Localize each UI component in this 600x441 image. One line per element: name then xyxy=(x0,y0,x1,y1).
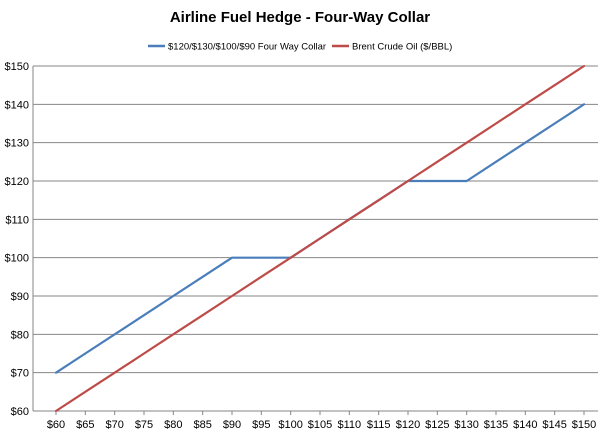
y-tick-label: $110 xyxy=(5,214,29,226)
legend-label-collar: $120/$130/$100/$90 Four Way Collar xyxy=(168,42,326,53)
x-tick-label: $90 xyxy=(223,419,241,431)
x-tick-label: $85 xyxy=(193,419,211,431)
x-tick-label: $145 xyxy=(542,419,566,431)
x-tick-label: $75 xyxy=(135,419,153,431)
y-tick-label: $100 xyxy=(5,253,29,265)
y-tick-label: $90 xyxy=(11,291,29,303)
y-tick-label: $150 xyxy=(5,61,29,73)
x-tick-label: $80 xyxy=(164,419,182,431)
series-layer xyxy=(54,64,586,413)
x-tick-label: $65 xyxy=(76,419,94,431)
y-axis-ticks: $60 $70 $80 $90 $100 $110 $120 $130 $140 $150 xyxy=(5,61,29,418)
y-tick-label: $80 xyxy=(11,329,29,341)
y-tick-label: $130 xyxy=(5,138,29,150)
x-tick-label: $140 xyxy=(513,419,537,431)
x-tick-label: $105 xyxy=(308,419,332,431)
x-tick-label: $150 xyxy=(572,419,596,431)
x-tick-label: $100 xyxy=(278,419,302,431)
x-tick-label: $135 xyxy=(484,419,508,431)
x-tick-label: $110 xyxy=(338,419,362,431)
x-tick-label: $70 xyxy=(105,419,123,431)
y-tick-label: $70 xyxy=(11,368,29,380)
legend: $120/$130/$100/$90 Four Way Collar Brent… xyxy=(148,42,452,53)
x-tick-label: $115 xyxy=(367,419,391,431)
y-tick-label: $60 xyxy=(11,406,29,418)
x-tick-label: $125 xyxy=(425,419,449,431)
legend-label-brent: Brent Crude Oil ($/BBL) xyxy=(352,42,452,53)
x-axis-ticks: $60 $65 $70 $75 $80 $85 $90 $95 $100 $105 $110 $115… xyxy=(47,411,596,431)
x-tick-label: $60 xyxy=(47,419,65,431)
x-tick-label: $95 xyxy=(252,419,270,431)
series-line-brent-crude xyxy=(54,64,586,413)
x-tick-label: $130 xyxy=(454,419,478,431)
chart-title: Airline Fuel Hedge - Four-Way Collar xyxy=(170,9,430,26)
gridlines xyxy=(33,65,598,412)
x-tick-label: $120 xyxy=(396,419,420,431)
axes xyxy=(32,66,598,412)
y-tick-label: $120 xyxy=(5,176,29,188)
y-tick-label: $140 xyxy=(5,99,29,111)
